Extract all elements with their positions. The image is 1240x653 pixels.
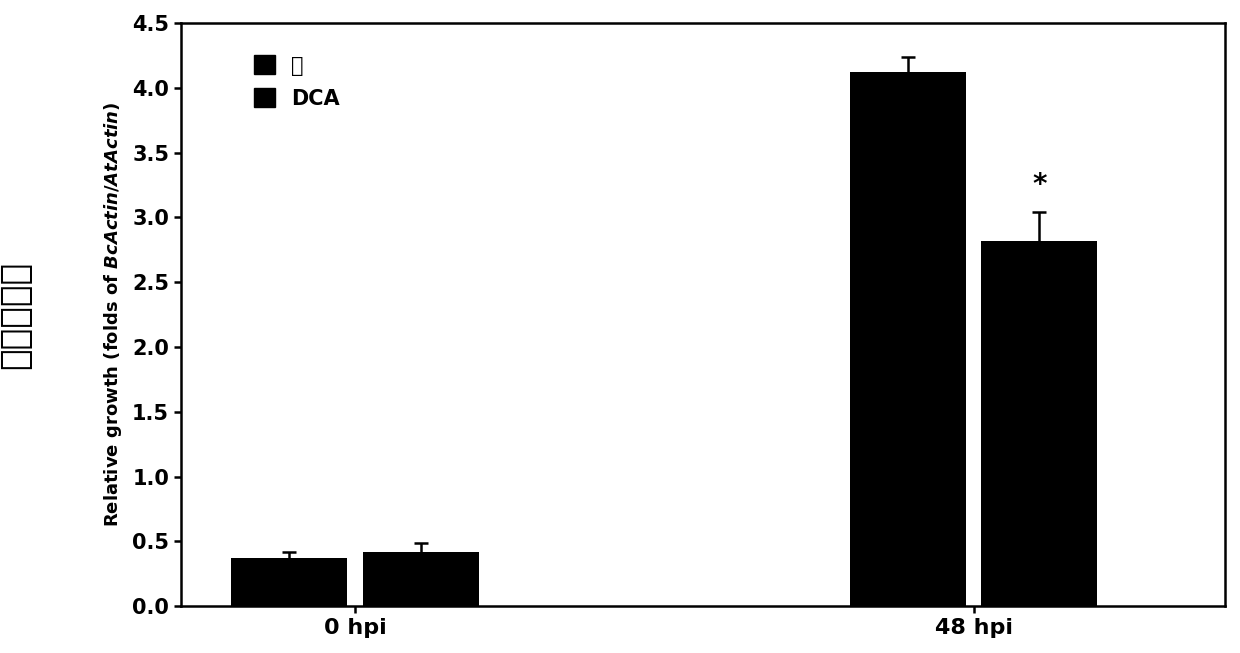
Y-axis label: Relative growth (folds of $\mathit{BcActin}$/$\mathit{AtActin}$): Relative growth (folds of $\mathit{BcAct… <box>102 102 124 527</box>
Bar <box>981 241 1097 606</box>
Text: 相对生长量: 相对生长量 <box>0 261 32 369</box>
Text: *: * <box>1032 171 1047 199</box>
Bar <box>231 558 347 606</box>
Legend: 水, DCA: 水, DCA <box>243 45 351 119</box>
Bar <box>362 552 479 606</box>
Bar <box>849 72 966 606</box>
